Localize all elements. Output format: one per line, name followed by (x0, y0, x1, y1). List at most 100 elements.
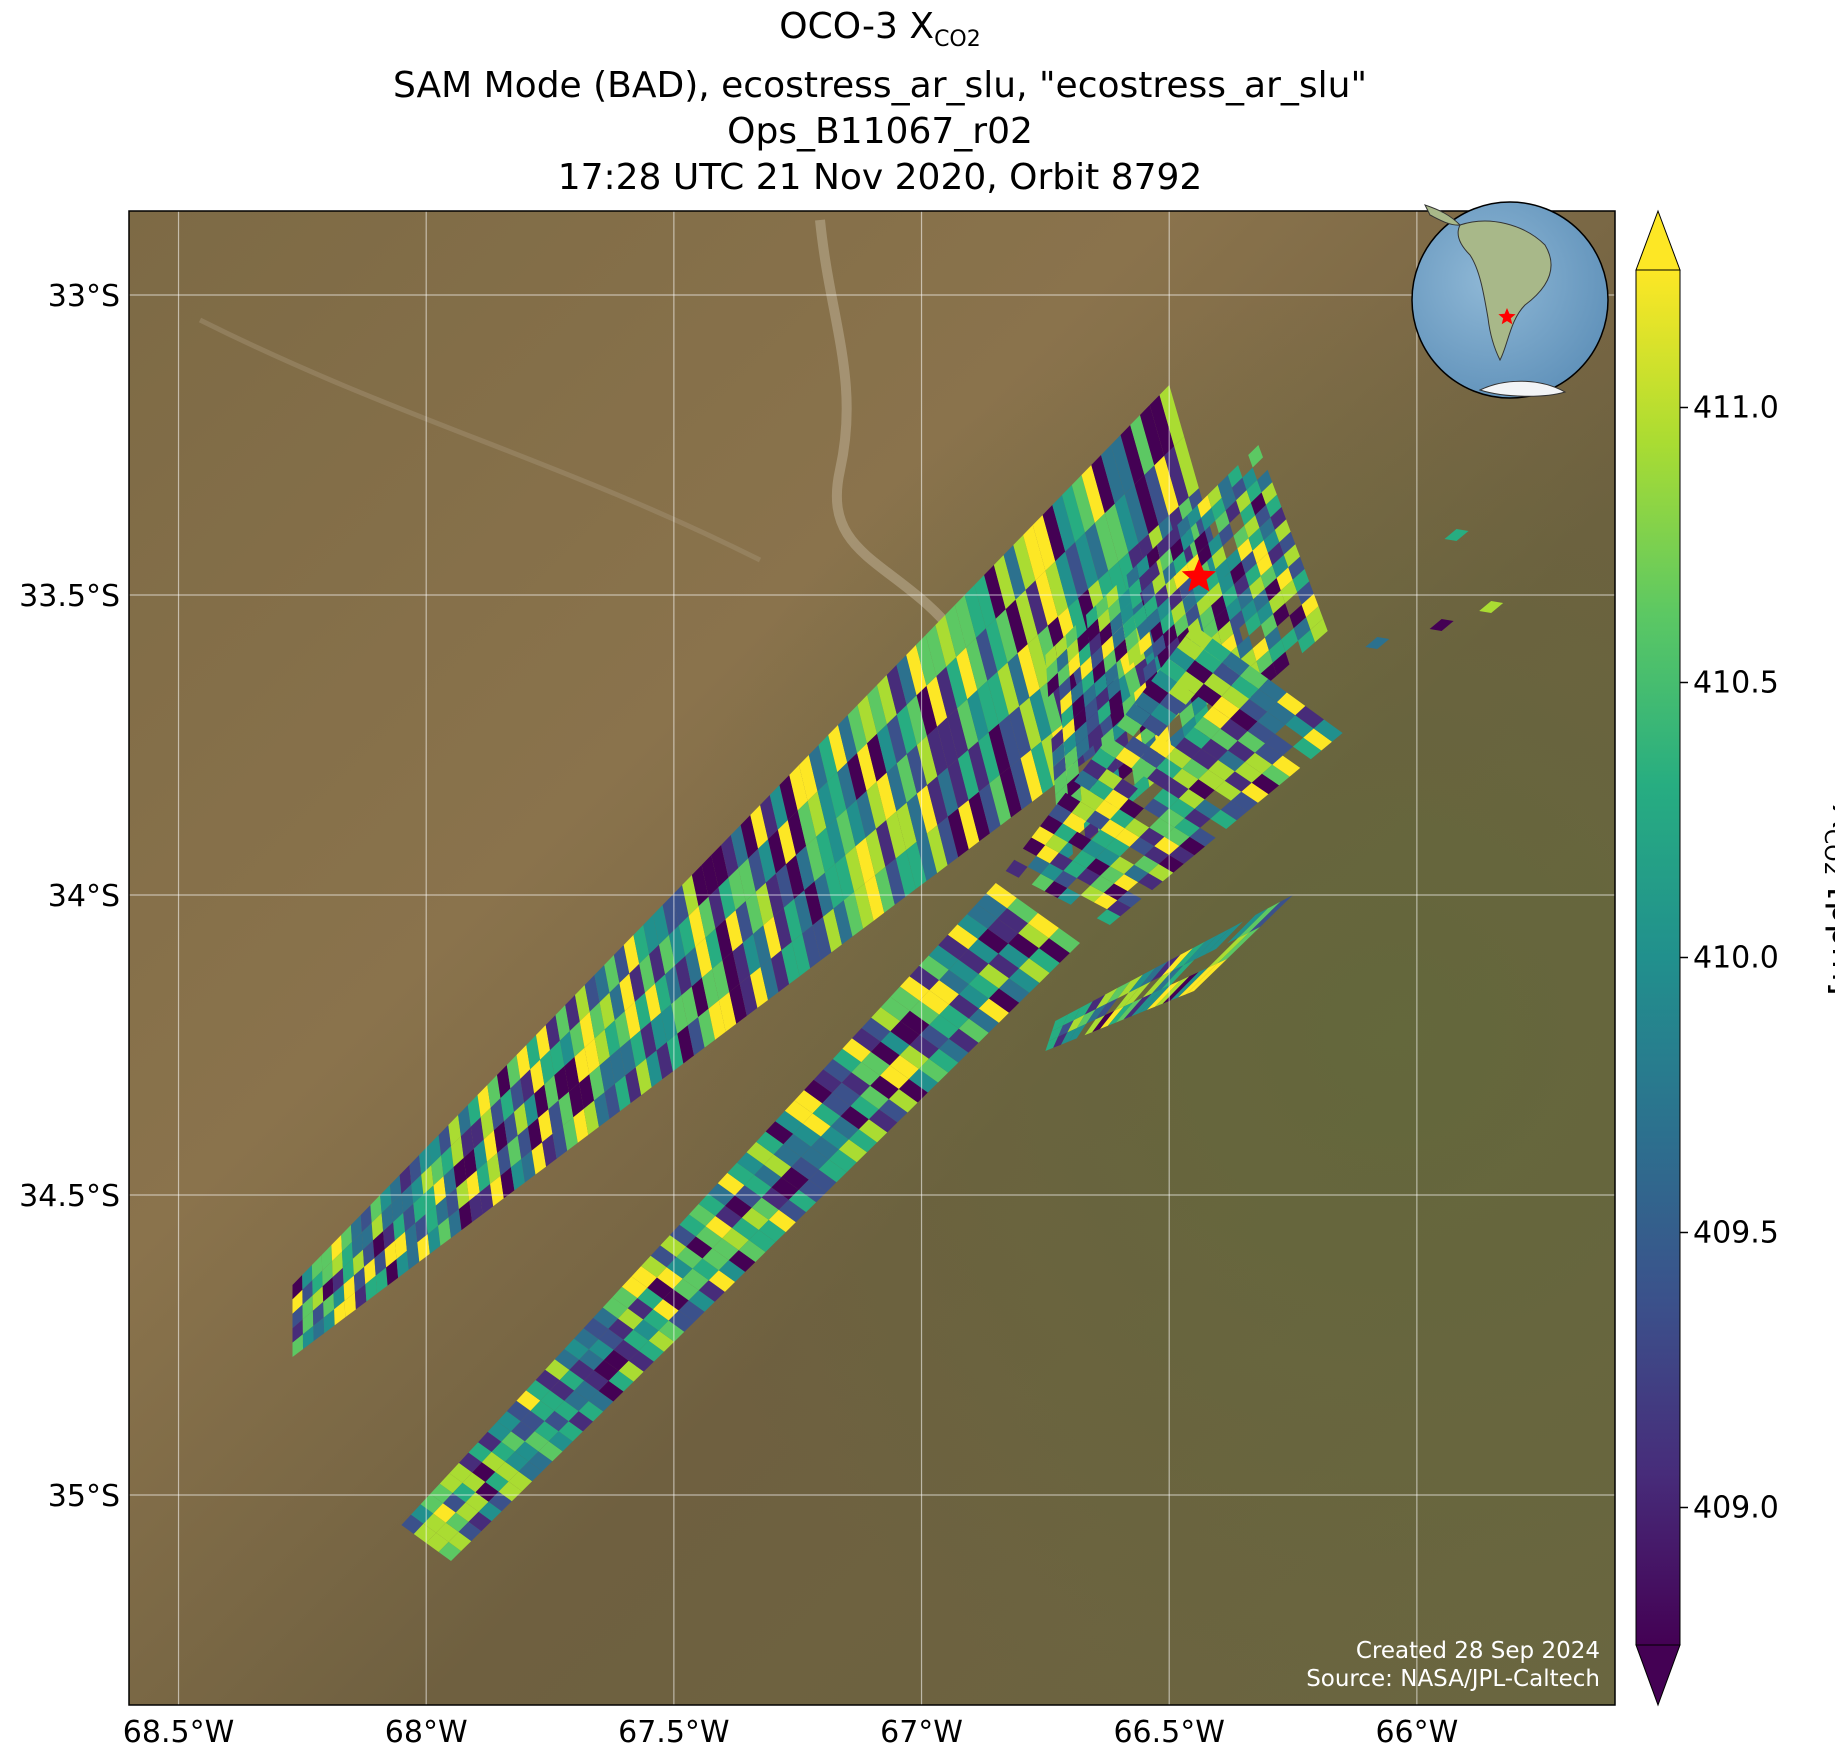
xco2-sounding (768, 829, 786, 874)
xco2-sounding (360, 1205, 372, 1233)
xco2-sounding (1124, 818, 1150, 838)
xco2-sounding (1009, 968, 1040, 993)
xco2-sounding (584, 975, 600, 1012)
xco2-sounding (918, 1058, 949, 1083)
xco2-sounding (1040, 815, 1063, 835)
xco2-sounding (405, 1223, 418, 1251)
xco2-sounding (488, 1491, 512, 1512)
xco2-sounding (978, 998, 1009, 1023)
xco2-sounding (602, 1297, 628, 1319)
xco2-sounding (1220, 718, 1248, 741)
xco2-sounding (380, 1185, 392, 1214)
xco2-sounding (998, 943, 1029, 969)
xco2-sounding (976, 628, 998, 681)
xco2-sounding (1210, 809, 1237, 829)
xco2-sounding (574, 1047, 590, 1083)
xco2-sounding (939, 969, 969, 995)
dry-riverbed (198, 317, 762, 563)
xco2-sounding (1094, 513, 1119, 571)
xco2-sounding (711, 845, 729, 888)
xco2-sounding (411, 1174, 424, 1204)
xco2-sounding (1265, 626, 1282, 651)
xco2-sounding (695, 1226, 723, 1249)
map-area[interactable] (129, 211, 1615, 1705)
xco2-sounding (1230, 561, 1246, 585)
xco2-sounding (1118, 588, 1132, 612)
xco2-sounding (455, 1502, 479, 1522)
xco2-sounding (1039, 938, 1070, 963)
xco2-sounding (793, 1123, 821, 1147)
xco2-sounding (1096, 595, 1109, 619)
xco2-sounding (421, 1165, 434, 1195)
lon-tick-label: 67.5°W (618, 1715, 729, 1750)
xco2-sounding (1063, 731, 1077, 757)
xco2-sounding (718, 1260, 746, 1282)
xco2-sounding (1140, 747, 1166, 769)
xco2-sounding (599, 992, 615, 1030)
xco2-sounding (468, 1511, 492, 1532)
xco2-sounding (1261, 482, 1277, 505)
xco2-sounding (1080, 885, 1104, 903)
xco2-sounding (1092, 1010, 1115, 1033)
colorbar: 411.0 410.5 410.0 409.5 409.0 (1635, 209, 1779, 1707)
xco2-sounding (598, 1380, 624, 1402)
xco2-sounding (565, 995, 580, 1031)
xco2-sounding (778, 1199, 807, 1223)
xco2-sounding (656, 1042, 673, 1080)
xco2-sounding (1182, 590, 1197, 614)
xco2-sounding (427, 1225, 441, 1254)
xco2-sounding (1065, 542, 1089, 599)
xco2-sounding (1101, 445, 1125, 504)
xco2-sounding (399, 1165, 412, 1194)
xco2-sounding (588, 1339, 614, 1361)
xco2-sounding (1078, 642, 1091, 667)
xco2-sounding (1208, 760, 1235, 781)
xco2-sounding (1022, 837, 1046, 856)
xco2-sounding (1277, 692, 1306, 716)
xco2-sounding (650, 1012, 667, 1051)
xco2-sounding (1237, 731, 1266, 753)
xco2-sounding (1249, 689, 1277, 712)
xco2-sounding (735, 901, 754, 943)
xco2-sounding (885, 858, 906, 905)
xco2-sounding (552, 1125, 568, 1159)
xco2-sounding (633, 1319, 659, 1341)
xco2-sounding (761, 1187, 789, 1210)
xco2-sounding (889, 1055, 919, 1079)
xco2-sounding (1003, 545, 1026, 600)
xco2-sounding (1227, 740, 1255, 762)
xco2-sounding (919, 1024, 949, 1049)
xco2-sounding (867, 733, 887, 782)
xco2-sounding (1158, 855, 1184, 873)
xco2-sounding (302, 1265, 313, 1290)
xco2-sounding (516, 1390, 541, 1411)
xco2-sounding (808, 745, 828, 792)
xco2-sounding (1212, 696, 1240, 719)
xco2-sounding (948, 1028, 979, 1053)
xco2-sounding (1048, 1025, 1063, 1041)
xco2-sounding (594, 1092, 610, 1127)
xco2-sounding (302, 1310, 314, 1335)
xco2-sounding (530, 1059, 545, 1094)
xco2-sounding (685, 946, 702, 987)
xco2-sounding (1007, 898, 1038, 924)
xco2-sounding (751, 1197, 779, 1220)
xco2-sounding (448, 1209, 462, 1238)
xco2-sounding (1084, 697, 1098, 722)
xco2-sounding (1082, 759, 1107, 780)
xco2-sounding (984, 565, 1006, 619)
xco2-sounding (698, 896, 716, 938)
xco2-sounding (1479, 601, 1504, 613)
xco2-sounding (787, 810, 807, 856)
xco2-sounding (469, 1192, 483, 1223)
xco2-sounding (1211, 546, 1227, 570)
xco2-sounding (842, 1038, 871, 1063)
xco2-sounding (958, 800, 980, 850)
xco2-sounding (1106, 981, 1131, 1004)
xco2-sounding (1057, 888, 1081, 905)
xco2-sounding (516, 1045, 531, 1079)
xco2-sounding (643, 915, 659, 955)
xco2-sounding (1131, 757, 1157, 779)
xco2-sounding (689, 1204, 716, 1227)
xco2-sounding (1268, 542, 1284, 566)
